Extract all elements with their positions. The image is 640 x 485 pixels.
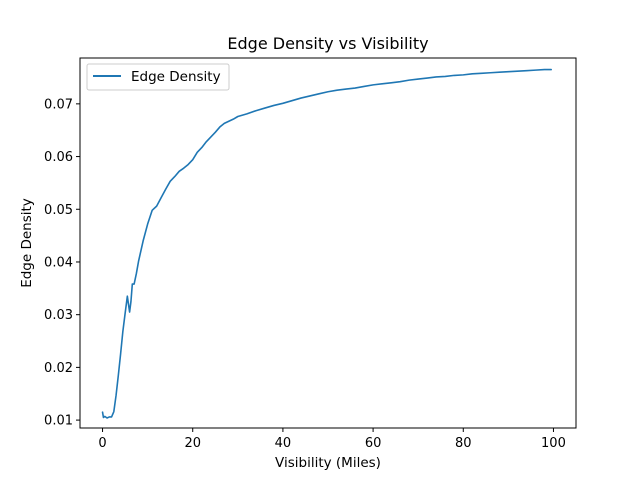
y-tick-label: 0.05: [44, 203, 73, 218]
y-tick-label: 0.03: [44, 308, 73, 323]
legend: Edge Density: [86, 63, 230, 91]
legend-box: [86, 63, 230, 91]
series-layer: [101, 68, 553, 419]
plot-area: [80, 58, 576, 428]
y-ticks: 0.01 0.02 0.03 0.04 0.05 0.06 0.07: [44, 97, 80, 429]
x-ticks: 0 20 40 60 80 100: [98, 428, 566, 451]
axes-layer: [79, 57, 577, 429]
plot-frame: [79, 57, 577, 429]
y-axis-label: Edge Density: [19, 198, 35, 288]
legend-label: Edge Density: [131, 69, 221, 85]
x-axis-label: Visibility (Miles): [275, 455, 381, 471]
series-line-edge-density: [101, 68, 553, 419]
chart-title: Edge Density vs Visibility: [227, 34, 428, 53]
x-tick-label: 20: [184, 436, 201, 451]
x-tick-label: 40: [275, 436, 292, 451]
y-tick-label: 0.06: [44, 150, 73, 165]
x-tick-label: 80: [455, 436, 472, 451]
x-tick-label: 0: [98, 436, 106, 451]
x-tick-label: 100: [541, 436, 566, 451]
y-tick-label: 0.07: [44, 97, 73, 112]
y-tick-label: 0.02: [44, 361, 73, 376]
x-tick-label: 60: [365, 436, 382, 451]
y-tick-label: 0.04: [44, 255, 73, 270]
y-tick-label: 0.01: [44, 414, 73, 429]
